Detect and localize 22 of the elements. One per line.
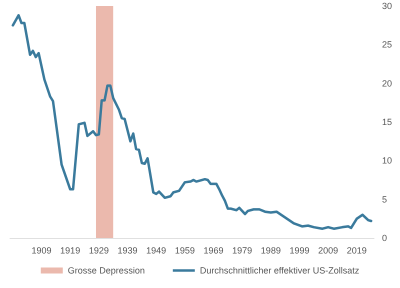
legend-label: Grosse Depression [68,266,145,276]
y-tick-label: 20 [382,78,392,88]
x-tick-label: 1989 [260,246,281,256]
x-tick-label: 1939 [117,246,138,256]
y-tick-label: 5 [382,194,388,204]
x-tick-label: 1929 [88,246,109,256]
x-tick-label: 1909 [32,246,52,256]
x-tick-label: 2019 [346,246,367,256]
x-tick-label: 1919 [60,246,80,256]
x-tick-label: 1979 [232,246,252,256]
y-tick-label: 0 [382,233,388,243]
x-tick-label: 1959 [174,246,195,256]
x-tick-label: 1999 [289,246,310,256]
y-tick-label: 25 [382,40,392,50]
y-tick-label: 10 [382,156,392,166]
legend-label: Durchschnittlicher effektiver US-Zollsatz [200,266,360,276]
line-series [12,14,372,230]
x-tick-label: 1949 [146,246,166,256]
x-tick-label: 2009 [318,246,338,256]
y-tick-label: 30 [382,1,392,11]
y-tick-label: 15 [382,117,392,127]
x-tick-label: 1969 [203,246,224,256]
